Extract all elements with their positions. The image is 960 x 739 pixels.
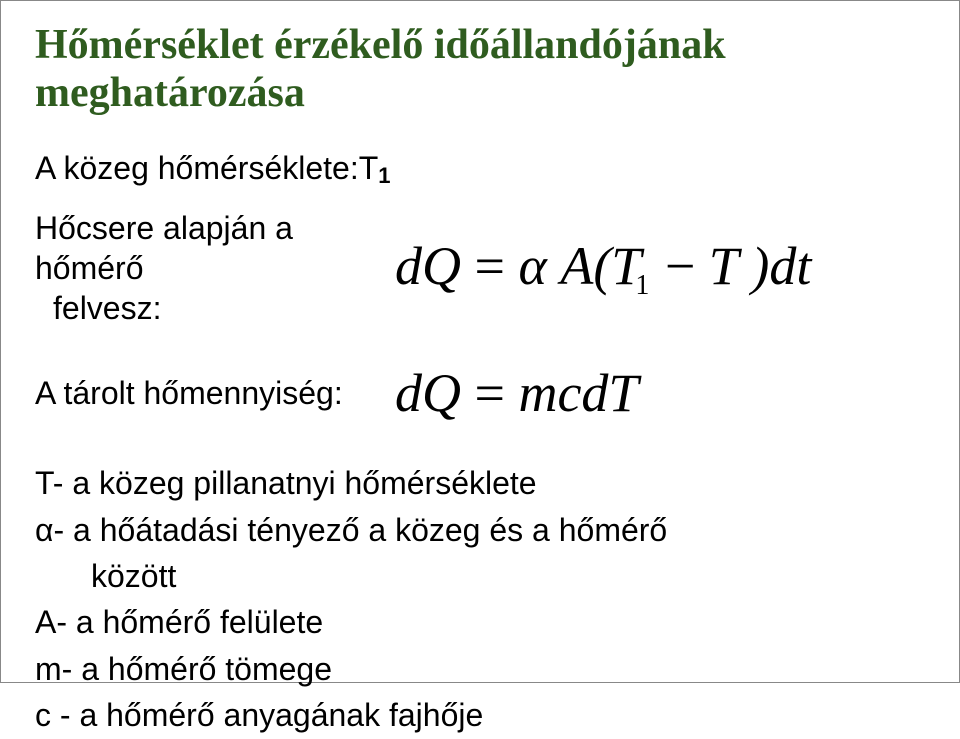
medium-temp-subscript: 1 bbox=[378, 163, 390, 188]
def-alpha: α- a hőátadási tényező a közeg és a hőmé… bbox=[35, 507, 931, 553]
formula-dq1: dQ = α A(T1 − T )dt bbox=[395, 235, 931, 302]
slide-title: Hőmérséklet érzékelő időállandójának meg… bbox=[35, 21, 931, 118]
f1-eq: = bbox=[461, 236, 518, 296]
def-c: c - a hőmérő anyagának fajhője bbox=[35, 692, 931, 738]
def-T: T- a közeg pillanatnyi hőmérséklete bbox=[35, 460, 931, 506]
row-stored-heat: A tárolt hőmennyiség: dQ = mcdT bbox=[35, 362, 931, 424]
heat-exchange-label-line1: Hőcsere alapján a hőmérő bbox=[35, 210, 293, 286]
f2-mcdT: mcdT bbox=[518, 363, 638, 423]
f1-minus: − bbox=[651, 236, 708, 296]
medium-temp-text: A közeg hőmérséklete:T bbox=[35, 150, 378, 186]
def-A: A- a hőmérő felülete bbox=[35, 599, 931, 645]
f1-A-open: A(T bbox=[547, 236, 642, 296]
def-alpha-cont: között bbox=[35, 553, 931, 599]
medium-temp-line: A közeg hőmérséklete:T1 bbox=[35, 148, 931, 191]
heat-exchange-label: Hőcsere alapján a hőmérő felvesz: bbox=[35, 208, 395, 328]
f1-dQ: dQ bbox=[395, 236, 461, 296]
definitions-block: T- a közeg pillanatnyi hőmérséklete α- a… bbox=[35, 460, 931, 738]
def-m: m- a hőmérő tömege bbox=[35, 646, 931, 692]
heat-exchange-label-line2: felvesz: bbox=[35, 290, 161, 326]
f2-dQ: dQ bbox=[395, 363, 461, 423]
f1-alpha: α bbox=[518, 236, 546, 296]
formula-dq2: dQ = mcdT bbox=[395, 362, 931, 424]
stored-heat-label: A tárolt hőmennyiség: bbox=[35, 373, 395, 413]
slide: Hőmérséklet érzékelő időállandójának meg… bbox=[1, 1, 960, 684]
row-heat-exchange: Hőcsere alapján a hőmérő felvesz: dQ = α… bbox=[35, 208, 931, 328]
f1-sub1: 1 bbox=[635, 270, 649, 301]
f1-T-close: T )dt bbox=[709, 236, 812, 296]
f2-eq: = bbox=[461, 363, 518, 423]
